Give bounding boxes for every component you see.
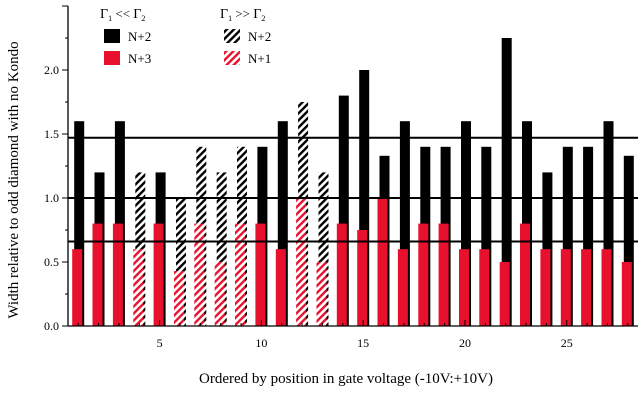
bar-nplus2-x21 xyxy=(481,146,492,326)
bar-nplus3-x28 xyxy=(621,262,632,326)
reference-lines xyxy=(68,136,638,243)
legend-label-0: N+2 xyxy=(128,29,151,44)
bar-nplus3-x22 xyxy=(499,262,510,326)
y-tick-label: 1.5 xyxy=(44,127,59,141)
bar-nplus3-x18 xyxy=(418,223,429,326)
legend-swatch-0 xyxy=(104,29,120,43)
legend-label-2: N+2 xyxy=(248,29,271,44)
bar-nplus3-x15 xyxy=(357,230,368,326)
legend-label-1: N+3 xyxy=(128,51,151,66)
y-tick-label: 2.0 xyxy=(44,63,59,77)
bar-nplus2-x27 xyxy=(603,121,614,326)
x-tick-label: 5 xyxy=(157,336,163,350)
bar-nplus1-hatched-x13 xyxy=(316,262,327,326)
x-tick-label: 20 xyxy=(459,336,471,350)
bar-nplus3-x16 xyxy=(377,198,388,326)
bar-nplus1-hatched-x8 xyxy=(214,262,225,326)
legend-label-3: N+1 xyxy=(248,51,271,66)
bar-nplus2-x26 xyxy=(583,146,594,326)
x-axis-title: Ordered by position in gate voltage (-10… xyxy=(199,371,493,387)
bar-nplus3-x5 xyxy=(153,223,164,326)
bar-nplus2-x20 xyxy=(461,121,471,326)
x-tick-label: 10 xyxy=(255,336,267,350)
bar-nplus3-x20 xyxy=(459,249,469,326)
bar-nplus3-x11 xyxy=(275,249,286,326)
bar-nplus2-hatched-x13 xyxy=(318,172,329,326)
bar-nplus2-x11 xyxy=(277,121,288,326)
y-tick-label: 0.5 xyxy=(44,255,59,269)
bar-nplus1-hatched-x9 xyxy=(235,223,245,326)
x-tick-label: 15 xyxy=(357,336,369,350)
bar-nplus2-x14 xyxy=(338,95,349,326)
bar-nplus3-x14 xyxy=(336,223,347,326)
bars-layer xyxy=(72,38,634,326)
y-axis-title: Width relative to odd diamond with no Ko… xyxy=(6,41,22,318)
x-tick-label: 25 xyxy=(561,336,573,350)
bar-nplus3-x25 xyxy=(560,249,571,326)
bar-nplus3-x21 xyxy=(479,249,490,326)
bar-nplus2-x22 xyxy=(501,38,512,326)
legend-swatch-1 xyxy=(104,51,120,65)
axes: 0.0 0.5 1.0 1.5 2.0 5 10 15 20 25 xyxy=(44,5,638,350)
bar-nplus3-x1 xyxy=(72,249,83,326)
bar-nplus2-hatched-x8 xyxy=(216,172,227,326)
bar-nplus1-hatched-x12 xyxy=(296,198,307,326)
y-tick-label: 1.0 xyxy=(44,191,59,205)
bar-nplus3-x17 xyxy=(397,249,408,326)
legend-swatch-2 xyxy=(224,29,240,43)
bar-nplus3-x2 xyxy=(92,223,103,326)
legend-header-0: Γ1 << Γ2 xyxy=(100,6,145,23)
bar-nplus3-x23 xyxy=(520,223,530,326)
bar-nplus2-x25 xyxy=(562,146,573,326)
bar-nplus1-hatched-x4 xyxy=(133,249,144,326)
bar-nplus3-x27 xyxy=(601,249,612,326)
bar-nplus3-x24 xyxy=(540,249,551,326)
legend-swatch-3 xyxy=(224,51,240,65)
legend-header-1: Γ1 >> Γ2 xyxy=(220,6,265,23)
bar-nplus3-x3 xyxy=(112,223,123,326)
bar-nplus2-x17 xyxy=(399,121,410,326)
y-tick-label: 0.0 xyxy=(44,319,59,333)
legend: Γ1 << Γ2 Γ1 >> Γ2 N+2 N+3 N+2 N+1 xyxy=(100,6,271,66)
bar-nplus3-x10 xyxy=(255,223,266,326)
bar-nplus2-x1 xyxy=(74,121,85,326)
bar-nplus2-hatched-x6 xyxy=(176,198,186,326)
bar-nplus1-hatched-x6 xyxy=(174,271,184,326)
bar-nplus3-x26 xyxy=(581,249,592,326)
bar-nplus3-x19 xyxy=(438,223,449,326)
bar-nplus1-hatched-x7 xyxy=(194,223,205,326)
